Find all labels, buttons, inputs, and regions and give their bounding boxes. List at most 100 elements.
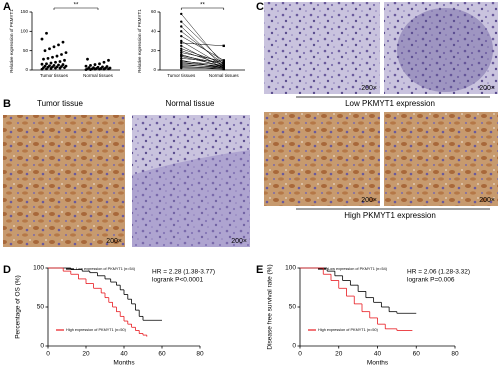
legend-label: High expression of PKMYT1 (n=50) [318,328,379,332]
x-tick-label: 60 [158,351,166,358]
data-point [105,65,109,68]
y-tick-label: 20 [151,48,157,53]
tissue-nodule [397,8,493,92]
panel-label: D [3,264,11,276]
data-point [180,44,183,48]
data-point [101,65,104,69]
pair-line [181,21,224,63]
magnification: 200× [479,85,495,92]
magnification: 200× [479,197,495,204]
histology-image [3,115,125,247]
magnification: 200× [361,197,377,204]
magnification: 200× [231,238,247,245]
y-axis-label: Disease free survival rate (%) [267,264,274,349]
data-point [61,40,65,44]
y-tick-label: 100 [285,265,296,272]
data-point [48,47,51,51]
data-point [93,63,97,66]
x-tick-label: 0 [46,351,50,358]
histology-image [384,2,498,94]
histology-image [384,112,498,206]
data-point [42,57,45,61]
x-tick-label: Tumor tissues [167,73,196,78]
pair-line [181,61,224,66]
data-point [87,66,91,70]
pair-line [181,66,224,69]
y-axis-label: Relative expression of PKMYT1 [9,9,14,73]
data-point [49,61,53,65]
data-point [57,63,60,67]
pair-line [181,62,224,67]
data-point [96,65,100,69]
image-title: Normal tissue [166,99,215,108]
data-point [64,64,68,68]
data-point [86,57,89,61]
y-tick-label: 60 [151,9,157,14]
y-tick-label: 50 [23,48,29,53]
pair-line [181,31,224,65]
y-tick-label: 100 [20,29,28,34]
group-caption: Low PKMYT1 expression [345,99,435,108]
data-point [54,60,57,64]
pair-line [181,40,224,67]
data-point [57,43,60,47]
data-point [180,39,183,43]
data-point [107,58,110,62]
data-point [180,66,183,70]
panel-label: C [256,1,264,13]
y-tick-label: 40 [151,29,157,34]
y-tick-label: 0 [153,67,156,72]
data-point [180,25,183,28]
magnification: 200× [361,85,377,92]
data-point [98,62,101,66]
x-tick-label: Normal tissues [209,73,240,78]
data-point [58,60,62,63]
data-point [60,53,63,56]
legend-label: Low expression of PKMYT1 (n=54) [76,267,136,271]
data-point [60,65,63,68]
annotation: HR = 2.28 (1.38-3.77) [152,269,215,276]
pair-line [181,67,224,70]
magnification: 200× [106,238,122,245]
x-tick-label: 40 [374,351,382,358]
data-point [43,49,47,53]
pair-line [181,54,224,68]
x-tick-label: 80 [451,351,459,358]
x-tick-label: 40 [120,351,128,358]
panel-label: E [256,264,263,276]
histology-image [132,115,250,247]
data-point [222,67,225,71]
y-tick-label: 150 [20,9,28,14]
data-point [180,30,183,33]
data-point [92,66,95,70]
data-point [51,55,54,59]
annotation: logrank P<0.0001 [152,277,204,284]
data-point [180,20,183,23]
pair-line [181,35,224,61]
data-point [180,51,183,54]
panel-label: B [3,98,11,110]
data-point [61,63,65,66]
y-tick-label: 0 [25,67,28,72]
pair-line [181,52,224,62]
significance: ** [74,3,79,9]
data-point [180,55,183,58]
pair-line [181,64,224,68]
legend-label: Low expression of PKMYT1 (n=54) [328,267,388,271]
data-point [89,63,92,67]
y-tick-label: 50 [289,304,297,311]
data-point [52,63,56,67]
data-point [180,49,183,52]
data-point [180,12,183,16]
histology-image [264,2,380,94]
data-point [180,34,183,38]
panel-label: A [3,1,11,13]
annotation: logrank P=0.006 [407,277,455,284]
data-point [55,54,59,58]
legend-label: High expression of PKMYT1 (n=50) [66,328,127,332]
tissue-layer [132,150,250,247]
pair-line [181,26,224,68]
data-point [102,60,106,64]
data-point [222,61,225,64]
